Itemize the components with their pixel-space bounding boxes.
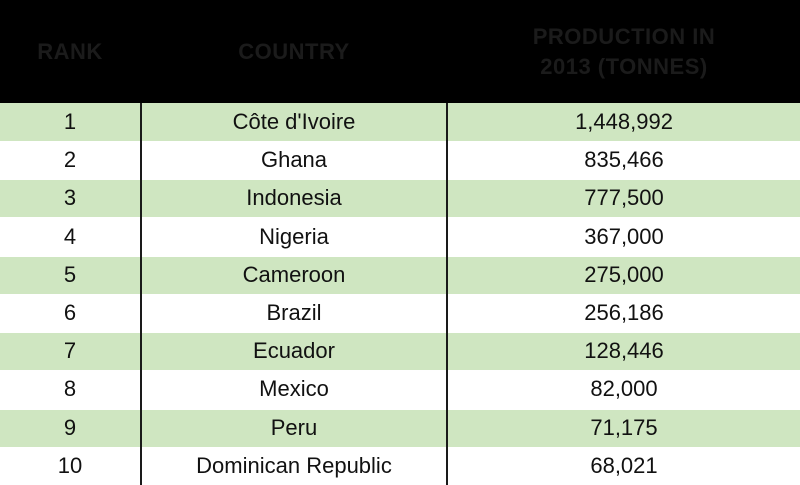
rank-cell: 9 — [63, 414, 77, 440]
row-divider — [0, 141, 800, 143]
column-divider-2 — [446, 103, 448, 485]
table-row: 1 Côte d'Ivoire 1,448,992 — [0, 103, 800, 141]
row-divider — [0, 370, 800, 372]
country-cell: Ghana — [260, 147, 328, 173]
production-cell: 275,000 — [584, 261, 664, 287]
table-row: 2 Ghana 835,466 — [0, 141, 800, 180]
production-cell: 128,446 — [584, 338, 664, 364]
row-divider — [0, 217, 800, 219]
table-row: 6 Brazil 256,186 — [0, 294, 800, 332]
production-cell: 71,175 — [590, 414, 658, 440]
table-row: 7 Ecuador 128,446 — [0, 332, 800, 371]
column-divider-1 — [140, 103, 142, 485]
country-cell: Peru — [270, 414, 318, 440]
country-cell: Ecuador — [253, 338, 335, 364]
table-header: RANK COUNTRY PRODUCTION IN 2013 (TONNES) — [0, 0, 800, 103]
production-cell: 835,466 — [584, 147, 664, 173]
country-cell: Dominican Republic — [196, 452, 392, 478]
row-divider — [0, 179, 800, 181]
row-divider — [0, 255, 800, 257]
country-cell: Indonesia — [246, 185, 342, 211]
country-cell: Mexico — [259, 376, 329, 402]
production-cell: 1,448,992 — [575, 109, 673, 134]
country-cell: Nigeria — [259, 223, 329, 249]
production-cell: 777,500 — [584, 185, 664, 211]
table-row: 10 Dominican Republic 68,021 — [0, 446, 800, 485]
header-production-label: PRODUCTION IN 2013 (TONNES) — [532, 23, 716, 79]
production-cell: 82,000 — [590, 376, 658, 402]
row-divider — [0, 294, 800, 295]
production-cell: 367,000 — [584, 223, 664, 249]
rank-cell: 7 — [63, 338, 77, 364]
header-rank: RANK — [37, 38, 103, 64]
row-divider — [0, 408, 800, 410]
rank-cell: 4 — [63, 223, 77, 249]
header-country: COUNTRY — [238, 38, 350, 64]
rank-cell: 2 — [63, 147, 77, 173]
rank-cell: 3 — [63, 185, 77, 211]
rank-cell: 5 — [63, 261, 77, 287]
table-row: 3 Indonesia 777,500 — [0, 179, 800, 218]
row-divider — [0, 446, 800, 448]
country-cell: Côte d'Ivoire — [232, 109, 356, 134]
table-row: 9 Peru 71,175 — [0, 408, 800, 447]
row-divider — [0, 332, 800, 334]
table-row: 4 Nigeria 367,000 — [0, 217, 800, 256]
rank-cell: 10 — [57, 452, 83, 478]
production-cell: 68,021 — [590, 452, 658, 478]
production-cell: 256,186 — [584, 300, 664, 325]
country-cell: Brazil — [266, 300, 322, 325]
rank-cell: 6 — [63, 300, 77, 325]
rank-cell: 1 — [63, 109, 77, 134]
table-row: 8 Mexico 82,000 — [0, 370, 800, 409]
country-cell: Cameroon — [242, 261, 346, 287]
table-row: 5 Cameroon 275,000 — [0, 255, 800, 294]
header-production: PRODUCTION IN 2013 (TONNES) — [448, 0, 800, 103]
rank-cell: 8 — [63, 376, 77, 402]
